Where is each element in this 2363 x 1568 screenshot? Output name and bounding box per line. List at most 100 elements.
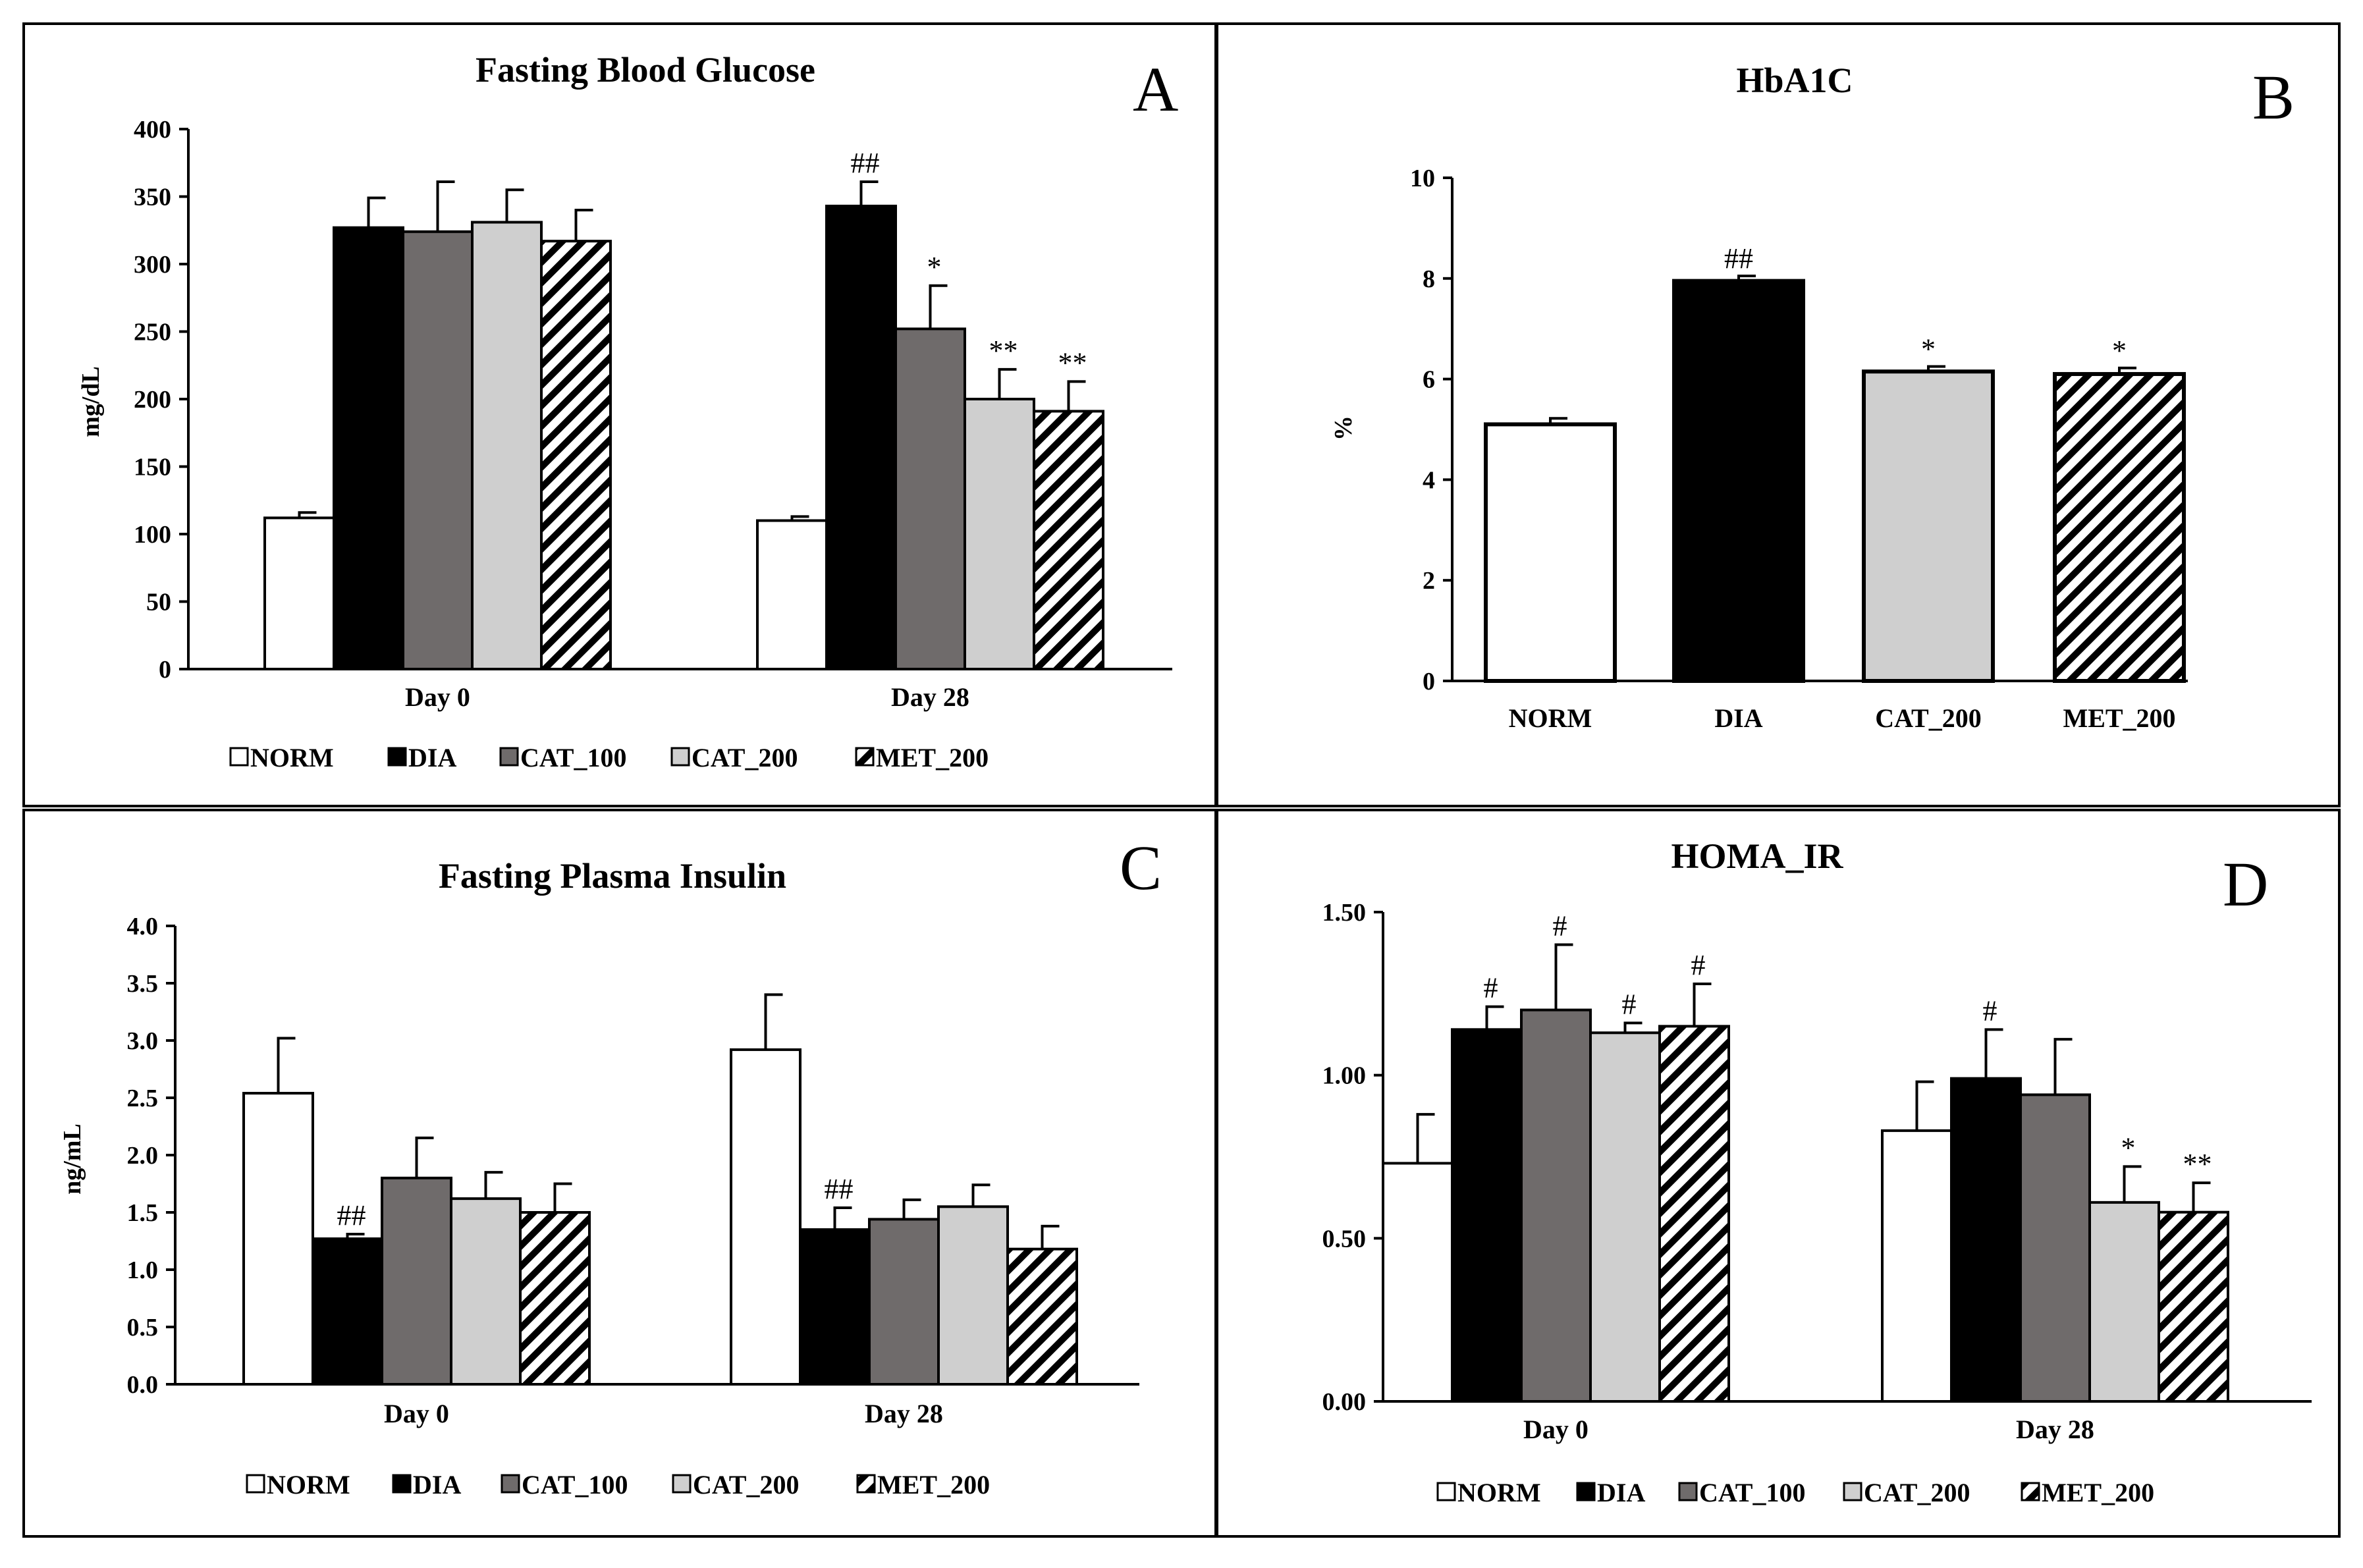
bar-c-day-0-met-200 (519, 1211, 591, 1386)
y-tick-label-c: 0.0 (127, 1371, 159, 1399)
bar-c-day-0-cat-100 (381, 1176, 452, 1386)
y-tick-label-a: 250 (134, 319, 171, 346)
legend-swatch-c-cat-200 (672, 1474, 692, 1494)
legend-label-c-cat-100: CAT_100 (522, 1470, 628, 1500)
legend-swatch-d-met-200 (2021, 1482, 2040, 1501)
significance-label-a: ## (851, 147, 880, 179)
y-tick-label-d: 0.00 (1322, 1388, 1367, 1416)
bar-d-day-28-cat-200 (2088, 1201, 2160, 1403)
significance-label-c: ## (825, 1173, 854, 1205)
bar-c-day-0-norm (242, 1092, 314, 1386)
bar-a-day-0-cat-200 (471, 221, 543, 670)
legend-swatch-c-dia (392, 1474, 412, 1494)
y-tick-label-c: 4.0 (127, 913, 159, 940)
significance-label-d: # (1691, 949, 1706, 981)
legend-label-c-cat-200: CAT_200 (693, 1470, 799, 1500)
significance-label-a: ** (989, 335, 1018, 367)
significance-label-a: ** (1058, 346, 1087, 379)
bar-c-day-28-cat-100 (868, 1218, 940, 1386)
legend-swatch-a-dia (387, 747, 407, 767)
legend-label-d-cat-200: CAT_200 (1864, 1478, 1970, 1507)
bar-d-day-0-dia (1451, 1028, 1523, 1403)
legend-swatch-c-norm (246, 1474, 265, 1494)
legend-swatch-a-norm (229, 747, 249, 767)
bar-d-day-0-norm (1382, 1162, 1453, 1403)
chart-title-b: HbA1C (1736, 61, 1853, 100)
significance-label-b: * (1921, 333, 1936, 365)
significance-label-d: * (2121, 1131, 2136, 1164)
y-tick-label-b: 6 (1423, 366, 1435, 394)
bar-a-day-28-cat-100 (894, 327, 966, 670)
significance-label-c: ## (337, 1199, 366, 1231)
legend-label-a-dia: DIA (408, 743, 456, 772)
legend-label-d-dia: DIA (1597, 1478, 1645, 1507)
bar-c-day-28-met-200 (1006, 1247, 1078, 1386)
y-tick-label-b: 8 (1423, 265, 1435, 293)
bar-a-day-0-dia (333, 226, 404, 670)
y-tick-label-c: 3.5 (127, 970, 159, 998)
significance-label-b: * (2112, 335, 2127, 367)
y-tick-label-c: 2.5 (127, 1085, 159, 1112)
significance-label-d: # (1983, 994, 1997, 1027)
y-tick-label-c: 0.5 (127, 1314, 159, 1341)
bar-d-day-28-norm (1881, 1129, 1953, 1403)
bar-d-day-0-cat-100 (1520, 1008, 1592, 1403)
bar-b-met-200 (2053, 371, 2186, 684)
panel-letter-d: D (2223, 849, 2268, 919)
bar-d-day-28-dia (1950, 1077, 2022, 1403)
legend-swatch-c-met-200 (856, 1474, 876, 1494)
y-tick-label-a: 350 (134, 184, 171, 211)
y-tick-label-a: 0 (159, 656, 171, 684)
panel-b-frame (1216, 22, 2341, 807)
legend-swatch-d-cat-200 (1843, 1482, 1862, 1501)
legend-swatch-c-cat-100 (501, 1474, 520, 1494)
legend-label-a-norm: NORM (250, 743, 334, 772)
y-tick-label-b: 0 (1423, 668, 1435, 695)
chart-c: 0.0 0.5 1.0 1.5 2.0 2.5 3.0 3.5 4.0 ## Day 0 ## Day … (127, 913, 1139, 1500)
y-tick-label-a: 100 (134, 521, 171, 549)
bar-a-day-28-norm (756, 519, 828, 670)
y-axis-label-c: ng/mL (59, 1123, 86, 1195)
significance-label-d: # (1484, 972, 1498, 1004)
bar-c-day-28-norm (730, 1048, 801, 1386)
bar-d-day-0-cat-200 (1589, 1031, 1661, 1403)
panel-d-frame (1216, 809, 2341, 1538)
bar-d-day-28-cat-100 (2019, 1093, 2091, 1403)
significance-label-d: # (1622, 988, 1637, 1020)
legend-swatch-d-cat-100 (1678, 1482, 1698, 1501)
legend-label-a-met-200: MET_200 (876, 743, 989, 772)
y-tick-label-d: 0.50 (1322, 1225, 1367, 1253)
y-tick-label-c: 2.0 (127, 1142, 159, 1170)
bar-b-cat-200 (1862, 369, 1995, 683)
significance-label-d: # (1553, 910, 1567, 942)
panel-c-frame (22, 809, 1217, 1538)
y-tick-label-a: 200 (134, 386, 171, 414)
x-category-label-a: Day 0 (405, 682, 470, 712)
y-tick-label-d: 1.50 (1322, 899, 1367, 927)
legend-label-d-met-200: MET_200 (2042, 1478, 2154, 1507)
y-tick-label-c: 1.5 (127, 1199, 159, 1227)
y-tick-label-b: 10 (1410, 165, 1435, 192)
chart-b: 0 2 4 6 8 10 NORM ## DIA * CAT_200 * MET_200 (1410, 165, 2188, 733)
legend-label-d-norm: NORM (1457, 1478, 1541, 1507)
x-category-label-b: NORM (1509, 703, 1592, 733)
significance-label-a: * (927, 251, 942, 283)
chart-title-d: HOMA_IR (1671, 836, 1844, 876)
x-category-label-d: Day 0 (1523, 1415, 1589, 1444)
y-tick-label-c: 3.0 (127, 1027, 159, 1055)
panel-letter-a: A (1133, 54, 1178, 124)
x-category-label-c: Day 28 (865, 1399, 943, 1428)
y-tick-label-a: 50 (146, 589, 171, 616)
bar-a-day-28-dia (825, 204, 897, 671)
y-axis-label-a: mg/dL (77, 366, 105, 437)
panel-letter-b: B (2252, 62, 2295, 132)
y-tick-label-b: 2 (1423, 567, 1435, 595)
legend-swatch-a-cat-100 (499, 747, 519, 767)
y-tick-label-d: 1.00 (1322, 1062, 1367, 1090)
legend-label-a-cat-100: CAT_100 (520, 743, 626, 772)
legend-swatch-d-dia (1576, 1482, 1596, 1501)
bar-c-day-28-cat-200 (937, 1205, 1009, 1386)
bar-a-day-28-cat-200 (964, 398, 1035, 670)
